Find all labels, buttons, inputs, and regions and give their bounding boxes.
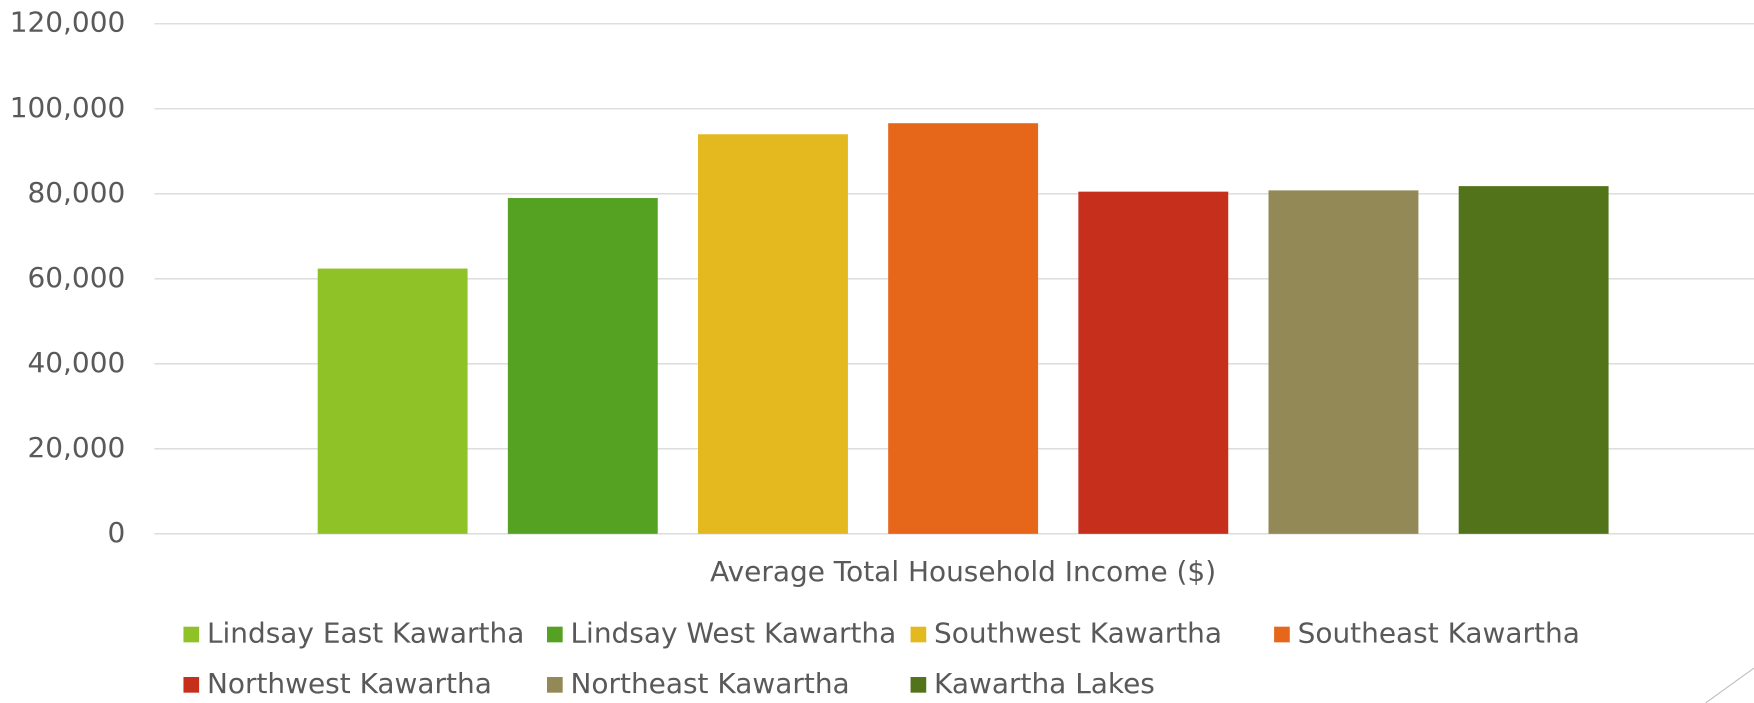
legend-swatch — [183, 677, 200, 693]
x-tick-label: Average Total Household Income ($) — [710, 555, 1216, 588]
legend-swatch — [1274, 626, 1290, 643]
legend-label: Southeast Kawartha — [1298, 617, 1580, 650]
decoration — [1705, 667, 1754, 703]
legend-label: Lindsay East Kawartha — [207, 617, 524, 650]
legend-swatch — [547, 626, 563, 643]
y-tick-label: 120,000 — [10, 6, 126, 39]
legend-swatch — [547, 677, 563, 693]
y-tick-label: 100,000 — [10, 91, 126, 124]
legend-label: Northeast Kawartha — [570, 667, 849, 700]
bar — [317, 268, 468, 534]
y-tick-label: 40,000 — [27, 346, 125, 379]
bar — [1078, 191, 1229, 534]
y-tick-label: 20,000 — [27, 431, 125, 464]
legend-swatch — [183, 626, 200, 643]
legend-label: Southwest Kawartha — [934, 617, 1222, 650]
y-tick-label: 60,000 — [27, 261, 125, 294]
legend-swatch — [910, 626, 927, 643]
legend-label: Northwest Kawartha — [207, 667, 492, 700]
bar — [1458, 186, 1609, 534]
y-tick-label: 80,000 — [27, 176, 125, 209]
bar — [888, 123, 1039, 534]
legend-label: Kawartha Lakes — [934, 667, 1155, 700]
bar — [507, 198, 658, 534]
y-tick-label: 0 — [107, 516, 125, 549]
legend-label: Lindsay West Kawartha — [570, 617, 896, 650]
bar — [1268, 190, 1419, 534]
legend-swatch — [910, 677, 927, 693]
bar — [698, 134, 848, 534]
